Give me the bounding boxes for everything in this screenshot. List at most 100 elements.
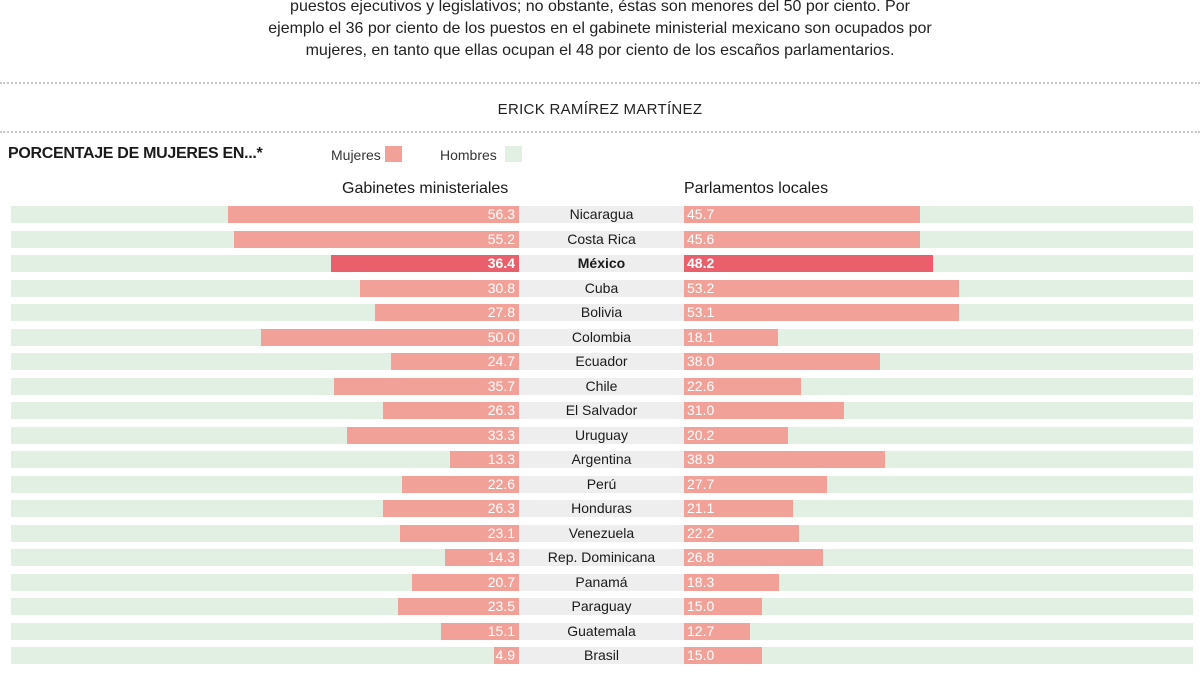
men-bar-cabinets bbox=[11, 574, 519, 591]
country-label: Brasil bbox=[583, 647, 619, 663]
country-label: Paraguay bbox=[571, 598, 632, 614]
value-label-cabinets: 35.7 bbox=[487, 378, 515, 394]
women-bar-parliaments bbox=[684, 304, 959, 321]
country-cell bbox=[519, 623, 684, 640]
value-label-cabinets: 56.3 bbox=[487, 206, 515, 222]
value-label-cabinets: 14.3 bbox=[487, 549, 515, 565]
country-cell bbox=[519, 500, 684, 517]
country-label: Guatemala bbox=[567, 623, 636, 639]
women-bar-cabinets bbox=[383, 500, 519, 517]
country-label: Colombia bbox=[571, 329, 632, 345]
women-bar-cabinets bbox=[399, 525, 519, 542]
women-bar-parliaments bbox=[684, 353, 881, 370]
value-label-parliaments: 38.0 bbox=[687, 353, 715, 369]
value-label-parliaments: 21.1 bbox=[687, 500, 715, 516]
women-bar-parliaments bbox=[684, 476, 828, 493]
women-bar-cabinets bbox=[227, 206, 519, 223]
women-bar-cabinets bbox=[233, 231, 519, 248]
value-label-parliaments: 15.0 bbox=[687, 647, 715, 663]
value-label-cabinets: 23.5 bbox=[487, 598, 515, 614]
men-bar-parliaments bbox=[684, 427, 1193, 444]
country-label: Bolivia bbox=[580, 304, 623, 320]
country-cell bbox=[519, 451, 684, 468]
women-bar-parliaments bbox=[684, 525, 799, 542]
men-bar-parliaments bbox=[684, 500, 1193, 517]
country-cell bbox=[519, 280, 684, 297]
dotted-divider bbox=[0, 82, 1200, 84]
women-bar-cabinets bbox=[334, 378, 519, 395]
legend-women-swatch bbox=[385, 146, 402, 162]
women-bar-cabinets bbox=[260, 329, 519, 346]
women-bar-parliaments bbox=[684, 329, 778, 346]
women-bar-cabinets bbox=[445, 549, 519, 566]
men-bar-cabinets bbox=[11, 647, 519, 664]
value-label-parliaments: 12.7 bbox=[687, 623, 715, 639]
value-label-cabinets: 50.0 bbox=[487, 329, 515, 345]
value-label-cabinets: 24.7 bbox=[487, 353, 515, 369]
value-label-cabinets: 55.2 bbox=[487, 231, 515, 247]
intro-line: puestos ejecutivos y legislativos; no ob… bbox=[290, 0, 910, 15]
women-bar-cabinets bbox=[411, 574, 519, 591]
women-bar-cabinets bbox=[375, 304, 519, 321]
value-label-parliaments: 53.1 bbox=[687, 304, 715, 320]
legend-men-label: Hombres bbox=[440, 147, 497, 163]
country-label: Rep. Dominicana bbox=[547, 549, 656, 565]
value-label-parliaments: 22.6 bbox=[687, 378, 715, 394]
country-cell bbox=[519, 206, 684, 223]
value-label-cabinets: 26.3 bbox=[487, 402, 515, 418]
value-label-cabinets: 27.8 bbox=[487, 304, 515, 320]
value-label-parliaments: 53.2 bbox=[687, 280, 715, 296]
country-cell bbox=[519, 598, 684, 615]
country-cell bbox=[519, 402, 684, 419]
women-bar-parliaments bbox=[684, 280, 960, 297]
value-label-cabinets: 13.3 bbox=[487, 451, 515, 467]
value-label-cabinets: 22.6 bbox=[487, 476, 515, 492]
country-cell bbox=[519, 647, 684, 664]
value-label-cabinets: 23.1 bbox=[487, 525, 515, 541]
value-label-parliaments: 38.9 bbox=[687, 451, 715, 467]
men-bar-parliaments bbox=[684, 378, 1193, 395]
value-label-cabinets: 26.3 bbox=[487, 500, 515, 516]
men-bar-cabinets bbox=[11, 525, 519, 542]
women-bar-parliaments bbox=[684, 549, 823, 566]
women-bar-cabinets bbox=[359, 280, 519, 297]
value-label-parliaments: 22.2 bbox=[687, 525, 715, 541]
country-label: Panamá bbox=[575, 574, 628, 590]
women-bar-cabinets bbox=[397, 598, 519, 615]
men-bar-cabinets bbox=[11, 598, 519, 615]
series-heading-cabinets: Gabinetes ministeriales bbox=[342, 180, 509, 197]
women-bar-cabinets bbox=[346, 427, 519, 444]
country-label: Uruguay bbox=[575, 427, 628, 443]
value-label-cabinets: 36.4 bbox=[487, 255, 515, 271]
intro-line: mujeres, en tanto que ellas ocupan el 48… bbox=[305, 42, 895, 59]
chart-title: PORCENTAJE DE MUJERES EN...* bbox=[8, 145, 263, 162]
country-label: Argentina bbox=[571, 451, 632, 467]
legend-men-swatch bbox=[505, 146, 522, 162]
men-bar-cabinets bbox=[11, 549, 519, 566]
value-label-parliaments: 45.6 bbox=[687, 231, 715, 247]
value-label-cabinets: 4.9 bbox=[495, 647, 515, 663]
value-label-parliaments: 45.7 bbox=[687, 206, 715, 222]
country-cell bbox=[519, 231, 684, 248]
women-bar-parliaments bbox=[684, 402, 845, 419]
women-bar-parliaments bbox=[684, 451, 886, 468]
women-bar-parliaments bbox=[684, 500, 794, 517]
men-bar-cabinets bbox=[11, 476, 519, 493]
men-bar-cabinets bbox=[11, 451, 519, 468]
women-bar-parliaments bbox=[684, 427, 789, 444]
country-cell bbox=[519, 549, 684, 566]
women-bar-cabinets bbox=[493, 647, 519, 664]
intro-text: puestos ejecutivos y legislativos; no ob… bbox=[230, 0, 970, 62]
country-cell bbox=[519, 329, 684, 346]
women-bar-parliaments bbox=[684, 574, 779, 591]
value-label-parliaments: 18.1 bbox=[687, 329, 715, 345]
value-label-parliaments: 27.7 bbox=[687, 476, 715, 492]
value-label-parliaments: 26.8 bbox=[687, 549, 715, 565]
country-cell bbox=[519, 353, 684, 370]
value-label-parliaments: 31.0 bbox=[687, 402, 715, 418]
country-label: Perú bbox=[586, 476, 617, 492]
value-label-cabinets: 30.8 bbox=[487, 280, 515, 296]
country-cell bbox=[519, 304, 684, 321]
value-label-cabinets: 15.1 bbox=[487, 623, 515, 639]
